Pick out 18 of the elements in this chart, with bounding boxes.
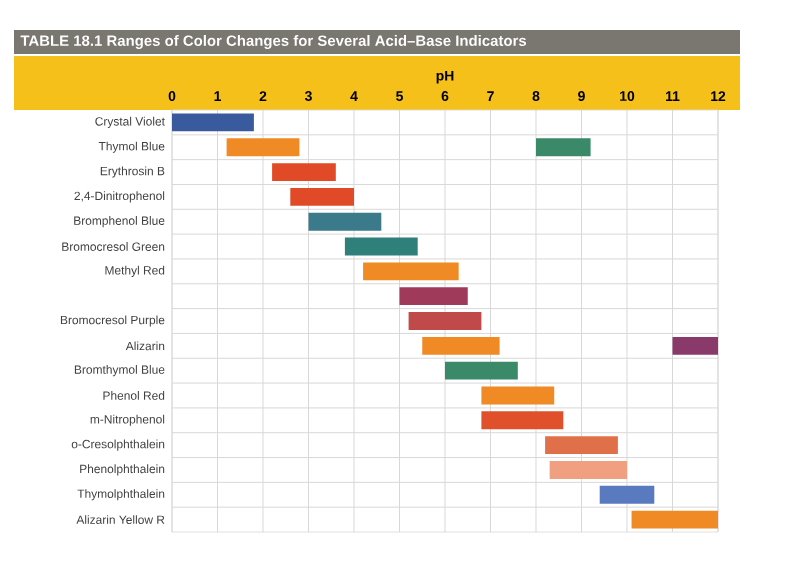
bar (308, 212, 382, 231)
bar (549, 461, 628, 479)
bar (481, 411, 564, 430)
bar (363, 262, 459, 281)
bar (408, 312, 482, 330)
bar (422, 336, 500, 355)
bar (545, 436, 618, 455)
bar (599, 485, 655, 504)
bar (399, 287, 468, 306)
bar (481, 386, 555, 405)
bar (272, 163, 336, 181)
bar (536, 138, 591, 157)
bar (290, 187, 354, 206)
bar (672, 336, 719, 355)
bar (226, 138, 300, 157)
bar (344, 237, 418, 256)
bar (631, 510, 719, 529)
bar (172, 113, 254, 132)
